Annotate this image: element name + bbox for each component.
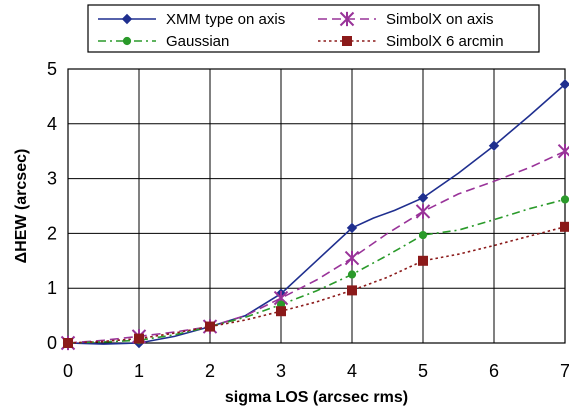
- series-line-2: [68, 198, 565, 344]
- grid: [67, 68, 566, 344]
- data-point-diamond: [346, 222, 358, 234]
- legend-item: Gaussian: [98, 33, 229, 50]
- data-point-diamond: [417, 192, 429, 203]
- data-point-diamond: [121, 13, 133, 25]
- legend-label: SimbolX on axis: [386, 11, 494, 28]
- data-point-star: [557, 143, 569, 159]
- y-tick-label: 5: [47, 59, 57, 79]
- series-line-1: [68, 150, 565, 344]
- x-axis-title: sigma LOS (arcsec rms): [225, 389, 408, 406]
- y-tick-label: 0: [47, 333, 57, 353]
- legend-item: SimbolX 6 arcmin: [318, 33, 504, 50]
- y-axis-ticks: 0 1 2 3 4 5: [47, 59, 57, 353]
- plot-area-frame: [67, 68, 566, 344]
- y-tick-label: 1: [47, 278, 57, 298]
- series-line-3: [68, 226, 565, 344]
- legend-item: SimbolX on axis: [318, 11, 494, 28]
- y-axis-title: ΔHEW (arcsec): [13, 149, 30, 264]
- data-point-diamond: [488, 140, 500, 151]
- y-tick-label: 2: [47, 223, 57, 243]
- series-markers-1: [60, 143, 569, 351]
- y-tick-label: 4: [47, 114, 57, 134]
- data-point-circle: [418, 230, 428, 240]
- data-point-star: [339, 11, 355, 27]
- x-tick-label: 5: [418, 361, 428, 381]
- series-markers-3: [63, 221, 569, 348]
- data-point-square: [134, 333, 144, 344]
- x-tick-label: 2: [205, 361, 215, 381]
- legend-label: Gaussian: [166, 33, 229, 50]
- series-layer: [60, 79, 569, 351]
- data-point-star: [344, 250, 360, 266]
- legend: XMM type on axis SimbolX on axis Gaussian S…: [87, 4, 540, 53]
- data-point-square: [205, 321, 215, 332]
- data-point-square: [560, 221, 569, 232]
- x-tick-label: 0: [63, 361, 73, 381]
- x-axis-ticks: 0 1 2 3 4 5 6 7: [63, 361, 569, 381]
- legend-item: XMM type on axis: [98, 11, 285, 28]
- legend-label: SimbolX 6 arcmin: [386, 33, 504, 50]
- x-tick-label: 1: [134, 361, 144, 381]
- legend-label: XMM type on axis: [166, 11, 285, 28]
- x-tick-label: 4: [347, 361, 357, 381]
- data-point-square: [276, 306, 286, 317]
- data-point-circle: [122, 36, 132, 46]
- y-tick-label: 3: [47, 169, 57, 189]
- x-tick-label: 3: [276, 361, 286, 381]
- legend-box: [87, 4, 540, 53]
- data-point-square: [418, 255, 428, 266]
- data-point-square: [347, 285, 357, 296]
- data-point-circle: [560, 195, 569, 204]
- x-tick-label: 7: [560, 361, 569, 381]
- data-point-square: [342, 36, 352, 46]
- series-markers-2: [63, 195, 569, 348]
- data-point-diamond: [559, 79, 569, 90]
- data-point-star: [415, 204, 431, 219]
- data-point-square: [63, 338, 73, 348]
- data-point-circle: [347, 270, 357, 279]
- x-tick-label: 6: [489, 361, 499, 381]
